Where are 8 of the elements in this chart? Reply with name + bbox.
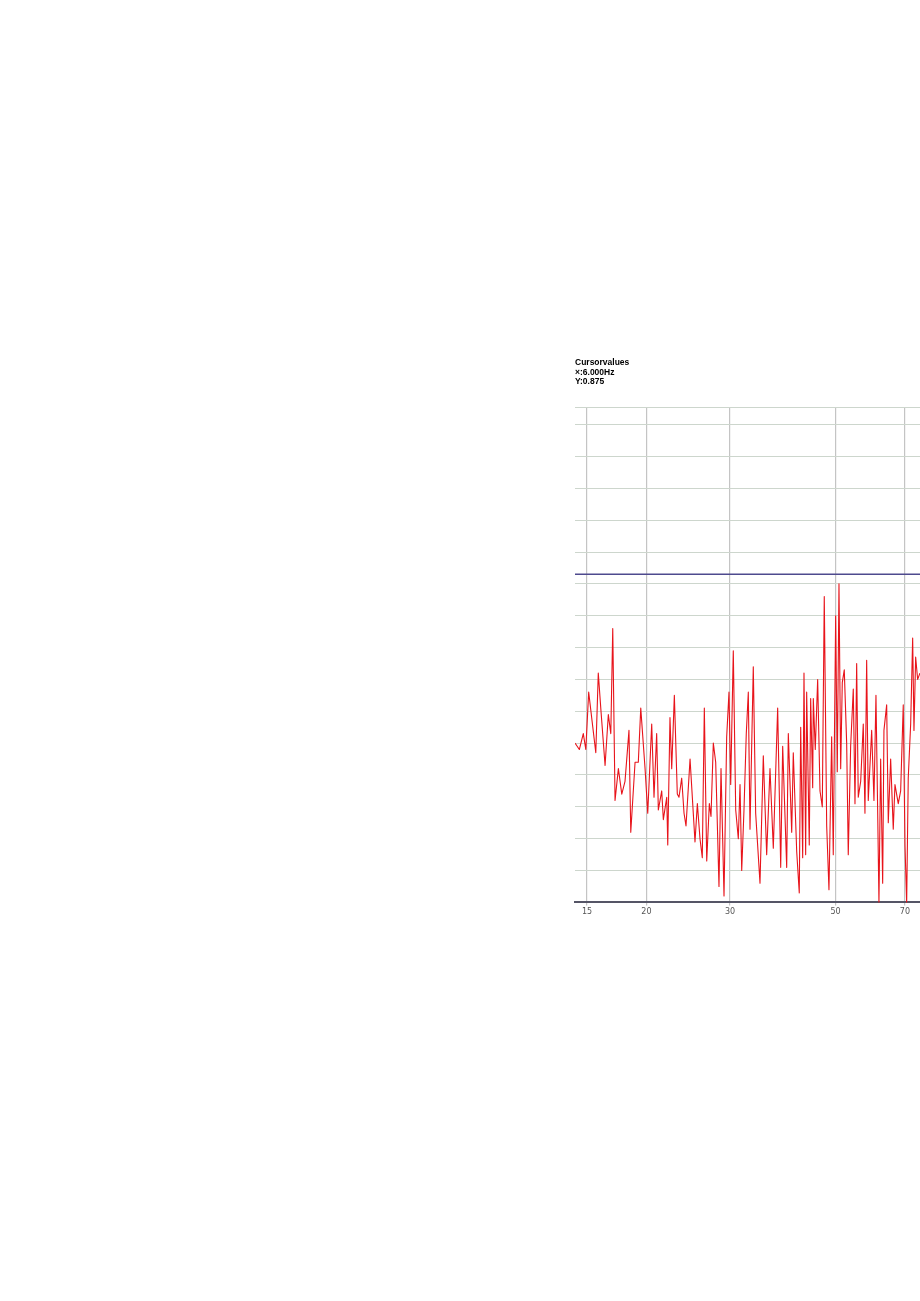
x-tick-label: 70 <box>899 907 911 917</box>
text: ×:6.000Hz <box>575 366 616 377</box>
text: Cursorvalues <box>575 357 630 368</box>
x-tick-label: 20 <box>641 907 652 917</box>
x-tick-label: 30 <box>724 907 736 917</box>
x-tick-label: 50 <box>830 907 841 917</box>
text: Y:0.875 <box>575 376 606 387</box>
x-tick-label: 15 <box>581 907 593 917</box>
